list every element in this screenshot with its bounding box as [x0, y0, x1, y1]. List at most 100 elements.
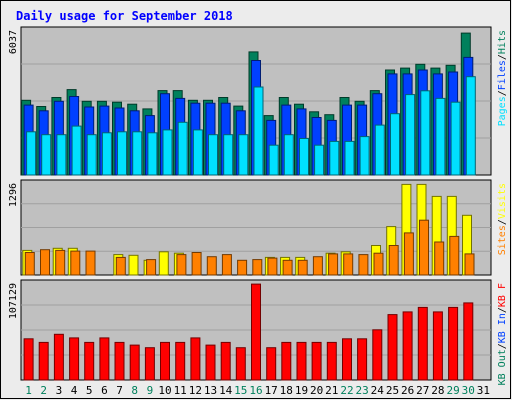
panel-visits-sites: 1296 Sites/Visits: [8, 179, 508, 276]
axis-label-part: Sites: [497, 225, 508, 255]
bar-pages-day-1: [26, 131, 37, 176]
x-tick-label: 8: [131, 384, 138, 397]
bar-kb-f-day-21: [326, 341, 337, 381]
series-pages: [26, 76, 476, 176]
x-tick-label: 17: [265, 384, 278, 397]
x-tick-label: 23: [355, 384, 368, 397]
bar-sites-day-16: [252, 259, 263, 276]
bar-kb-f-day-4: [69, 337, 80, 381]
x-tick-label: 7: [116, 384, 123, 397]
bar-pages-day-25: [390, 113, 400, 176]
x-tick-label: 3: [56, 384, 63, 397]
bar-pages-day-24: [374, 124, 385, 176]
x-tick-label: 14: [219, 384, 233, 397]
bar-kb-f-day-27: [417, 306, 428, 381]
bar-sites-day-22: [343, 253, 354, 276]
axis-label-part: KB In: [497, 313, 508, 343]
x-tick-label: 25: [386, 384, 399, 397]
bar-sites-day-4: [70, 250, 81, 276]
bar-kb-f-day-23: [357, 338, 368, 381]
bar-pages-day-14: [223, 134, 234, 176]
bar-pages-day-16: [253, 86, 264, 176]
axis-label-part: /: [497, 54, 508, 60]
bar-pages-day-2: [41, 134, 52, 176]
x-tick-label: 30: [462, 384, 475, 397]
bar-sites-day-30: [464, 253, 475, 276]
bar-sites-day-21: [328, 253, 339, 276]
bar-pages-day-29: [450, 101, 461, 176]
axis-label-part: /: [497, 343, 508, 349]
bar-kb-f-day-26: [402, 311, 413, 381]
bar-kb-f-day-17: [266, 347, 277, 381]
x-tick-label: 19: [295, 384, 308, 397]
bar-kb-f-day-9: [144, 347, 155, 381]
bar-kb-f-day-20: [311, 341, 322, 381]
x-tick-label: 15: [234, 384, 247, 397]
bar-sites-day-29: [449, 235, 460, 276]
bar-kb-f-day-8: [129, 344, 140, 381]
bar-pages-day-12: [192, 129, 203, 176]
bar-pages-day-21: [329, 140, 340, 176]
bar-kb-f-day-11: [175, 341, 186, 381]
bar-pages-day-23: [359, 136, 370, 176]
panel-max-label: 1296: [8, 183, 19, 207]
bar-pages-day-7: [117, 131, 127, 176]
series-kb-f: [23, 283, 474, 381]
bar-sites-day-1: [24, 252, 35, 276]
bar-pages-day-3: [56, 134, 67, 176]
bar-pages-day-10: [162, 129, 173, 176]
axis-label-part: Pages: [497, 96, 508, 126]
bar-visits-day-8: [128, 254, 139, 276]
panel-axis-label: Sites/Visits: [497, 183, 508, 255]
bar-kb-f-day-25: [387, 314, 398, 381]
axis-label-part: Visits: [497, 183, 508, 219]
bar-sites-day-5: [85, 250, 96, 276]
bar-kb-f-day-18: [281, 341, 292, 381]
bar-kb-f-day-7: [114, 341, 125, 381]
bar-kb-f-day-13: [205, 344, 216, 381]
x-tick-label: 16: [249, 384, 262, 397]
bar-sites-day-12: [191, 252, 202, 276]
bar-pages-day-30: [465, 76, 476, 176]
bar-pages-day-17: [268, 144, 279, 176]
bar-kb-f-day-5: [84, 341, 95, 381]
bar-visits-day-10: [158, 251, 169, 276]
panel-axis-label: Pages/Files/Hits: [497, 30, 508, 126]
bar-pages-day-22: [344, 140, 355, 176]
bar-sites-day-15: [237, 259, 248, 276]
axis-label-part: Hits: [497, 30, 508, 54]
bar-kb-f-day-30: [463, 302, 474, 381]
bar-sites-day-25: [388, 245, 399, 276]
series-sites: [24, 219, 475, 276]
x-tick-label: 6: [101, 384, 108, 397]
bar-sites-day-26: [403, 232, 414, 276]
bar-sites-day-9: [146, 259, 157, 276]
bar-sites-day-17: [267, 257, 278, 276]
bar-kb-f-day-2: [38, 341, 49, 381]
x-tick-label: 26: [401, 384, 414, 397]
bar-sites-day-3: [55, 249, 66, 276]
x-tick-label: 11: [174, 384, 187, 397]
x-tick-label: 12: [189, 384, 202, 397]
panel-max-label: 6037: [8, 30, 19, 54]
x-tick-label: 18: [280, 384, 293, 397]
x-tick-label: 27: [416, 384, 429, 397]
bar-kb-f-day-3: [53, 333, 64, 381]
bar-sites-day-20: [312, 256, 323, 276]
bar-sites-day-24: [373, 252, 384, 276]
bar-kb-f-day-29: [448, 306, 459, 381]
bar-pages-day-18: [283, 134, 294, 176]
bar-pages-day-15: [238, 134, 249, 176]
bar-kb-f-day-1: [23, 338, 34, 381]
bar-pages-day-5: [86, 134, 97, 176]
x-tick-label: 31: [477, 384, 490, 397]
bar-kb-f-day-12: [190, 337, 201, 381]
axis-label-part: KB Out: [497, 349, 508, 385]
bar-sites-day-27: [419, 219, 429, 276]
axis-label-part: /: [497, 307, 508, 313]
bar-pages-day-4: [71, 125, 82, 176]
